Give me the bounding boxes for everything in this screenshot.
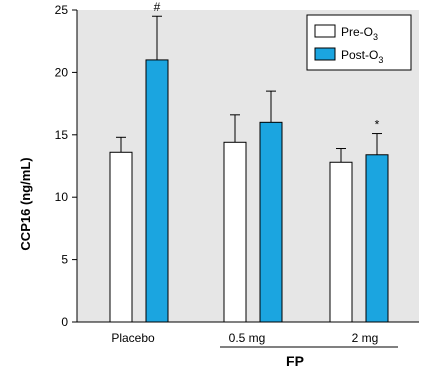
significance-marker: #	[154, 0, 161, 14]
y-tick-label: 25	[55, 3, 69, 17]
legend-label: Post-O3	[341, 48, 383, 65]
legend-swatch	[314, 47, 336, 61]
y-tick-label: 15	[55, 128, 69, 142]
legend-label: Pre-O3	[341, 25, 378, 42]
significance-marker: *	[375, 118, 380, 132]
bar	[109, 151, 133, 323]
bar	[329, 161, 353, 323]
legend: Pre-O3 Post-O3	[306, 14, 412, 71]
y-axis: 0 5 10 15 20 25	[55, 3, 77, 329]
x-tick-label: 0.5 mg	[229, 331, 266, 345]
x-tick-label: Placebo	[111, 331, 155, 345]
bar	[259, 121, 283, 323]
x-tick-label: 2 mg	[352, 331, 379, 345]
legend-swatch	[314, 24, 336, 38]
y-tick-label: 10	[55, 190, 69, 204]
bar	[223, 141, 247, 323]
legend-box	[306, 14, 412, 71]
x-axis: Placebo 0.5 mg 2 mg FP	[111, 331, 398, 369]
bar	[145, 59, 169, 323]
y-tick-label: 5	[61, 253, 68, 267]
bar	[365, 154, 389, 323]
x-group-label: FP	[286, 353, 304, 369]
y-tick-label: 20	[55, 65, 69, 79]
y-axis-title: CCP16 (ng/mL)	[18, 157, 33, 250]
bars: #*	[109, 0, 389, 323]
y-tick-label: 0	[61, 315, 68, 329]
